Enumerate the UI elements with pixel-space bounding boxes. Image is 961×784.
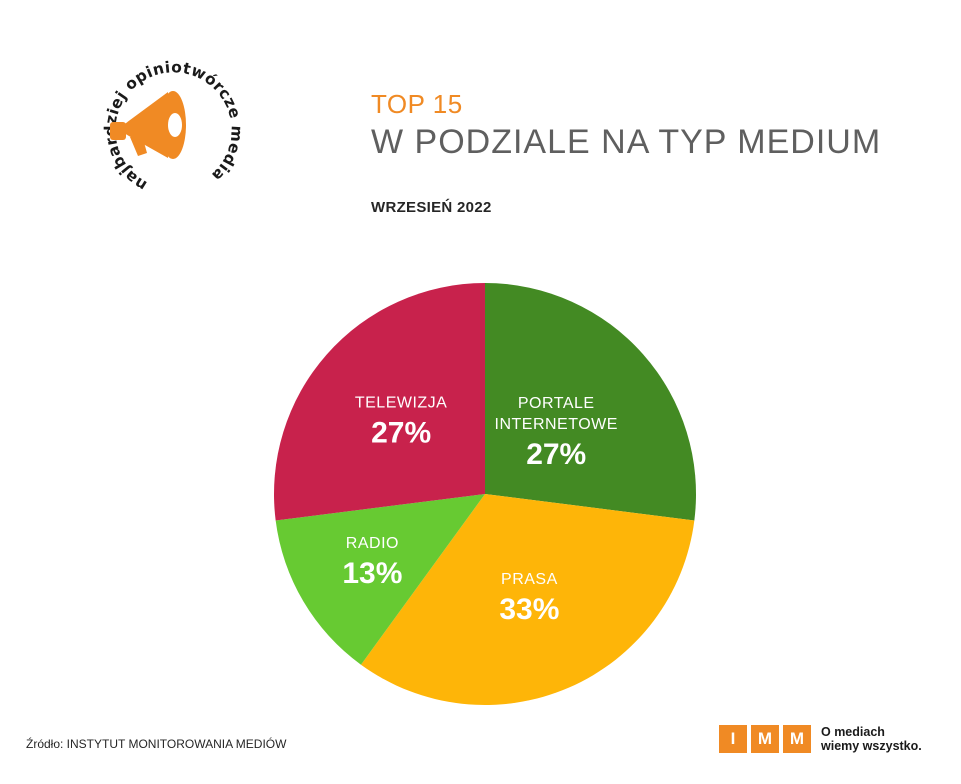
headline-block: TOP 15 W PODZIALE NA TYP MEDIUM — [371, 88, 881, 162]
imm-letter-i: I — [719, 725, 747, 753]
imm-tagline-line1: O mediach — [821, 725, 885, 739]
pie-slice-0 — [485, 283, 697, 521]
pie-value-label-3: 27% — [371, 417, 431, 450]
imm-tagline: O mediach wiemy wszystko. — [821, 725, 922, 753]
pie-value-label-1: 33% — [499, 593, 559, 626]
pie-value-label-2: 13% — [342, 557, 402, 590]
pie-labels: PORTALE INTERNETOWE 27% PRASA 33% RADIO 13% TEL… — [342, 395, 618, 627]
imm-letter-m2: M — [783, 725, 811, 753]
pie-label-0-0: PORTALE — [518, 395, 595, 412]
brand-logo: najbardziej opiniotwórcze media — [101, 58, 245, 194]
imm-letter-m1: M — [751, 725, 779, 753]
imm-tagline-line2: wiemy wszystko. — [821, 739, 922, 753]
imm-brand: I M M O mediach wiemy wszystko. — [719, 725, 922, 753]
pie-value-label-0: 27% — [526, 438, 586, 471]
megaphone-icon — [110, 91, 186, 159]
source-note: Źródło: INSTYTUT MONITOROWANIA MEDIÓW — [26, 737, 287, 751]
pie-slice-3 — [274, 283, 485, 521]
pie-label-3-0: TELEWIZJA — [355, 395, 448, 412]
page-title: W PODZIALE NA TYP MEDIUM — [371, 123, 882, 161]
pie-label-1-0: PRASA — [501, 571, 558, 588]
pie-label-2-0: RADIO — [346, 535, 399, 552]
pie-slices — [274, 283, 697, 705]
eyebrow-title: TOP 15 — [371, 89, 463, 119]
pie-label-0-1: INTERNETOWE — [495, 416, 618, 433]
period-subtitle: WRZESIEŃ 2022 — [371, 199, 492, 216]
pie-slice-2 — [275, 494, 485, 665]
pie-slice-1 — [360, 494, 695, 705]
